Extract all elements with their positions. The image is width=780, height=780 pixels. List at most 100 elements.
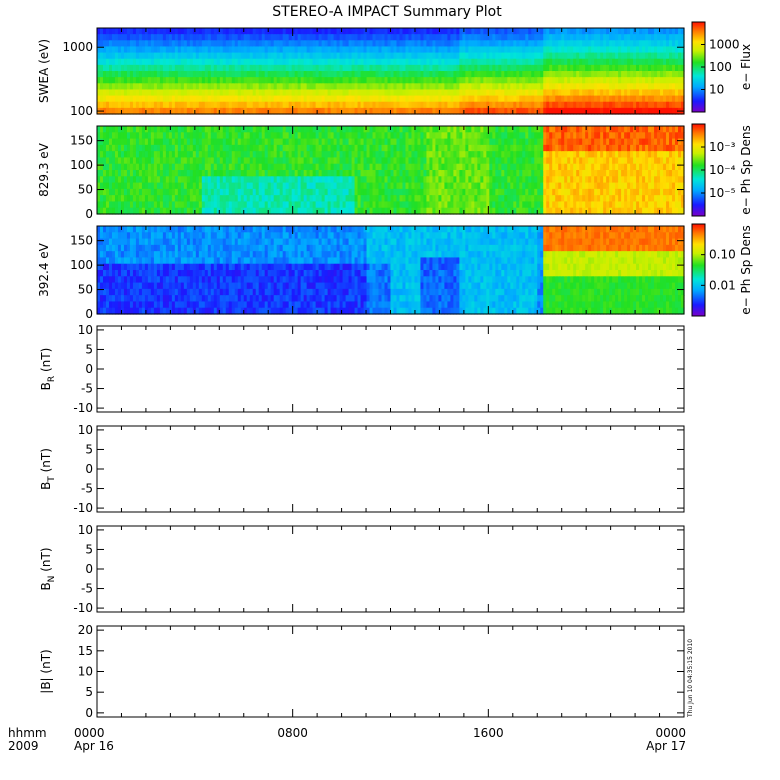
spectrogram-cell [132, 132, 137, 140]
spectrogram-cell [339, 77, 344, 84]
spectrogram-cell [111, 58, 116, 66]
spectrogram-cell [108, 40, 113, 48]
spectrogram-cell [495, 46, 499, 54]
spectrogram-cell [507, 207, 511, 215]
spectrogram-cell [150, 176, 155, 184]
spectrogram-cell [489, 34, 493, 41]
spectrogram-cell [105, 95, 110, 103]
spectrogram-cell [213, 107, 218, 115]
spectrogram-cell [105, 107, 110, 115]
spectrogram-cell [513, 151, 517, 159]
spectrogram-cell [558, 188, 562, 196]
spectrogram-cell [135, 195, 140, 203]
spectrogram-cell [216, 132, 221, 140]
spectrogram-cell [567, 95, 571, 103]
spectrogram-cell [495, 34, 499, 41]
spectrogram-cell [492, 188, 496, 196]
spectrogram-cell [540, 52, 544, 60]
spectrogram-cell [426, 132, 431, 140]
spectrogram-cell [102, 144, 107, 152]
spectrogram-cell [345, 157, 350, 165]
spectrogram-cell [681, 28, 685, 35]
spectrogram-cell [333, 188, 338, 196]
spectrogram-cell [441, 138, 445, 146]
spectrogram-cell [171, 201, 176, 209]
spectrogram-cell [276, 151, 281, 159]
spectrogram-cell [429, 71, 434, 78]
spectrogram-cell [159, 138, 164, 146]
spectrogram-cell [636, 95, 640, 103]
spectrogram-cell [474, 77, 478, 84]
spectrogram-cell [120, 144, 125, 152]
spectrogram-cell [183, 77, 188, 84]
spectrogram-cell [165, 58, 170, 66]
spectrogram-cell [414, 58, 419, 66]
spectrogram-cell [228, 151, 233, 159]
spectrogram-cell [135, 89, 140, 97]
spectrogram-cell [591, 89, 595, 97]
spectrogram-cell [537, 77, 541, 84]
spectrogram-cell [312, 89, 317, 97]
spectrogram-cell [318, 176, 323, 184]
spectrogram-cell [354, 95, 359, 103]
spectrogram-cell [246, 83, 251, 91]
spectrogram-cell [123, 182, 128, 190]
spectrogram-cell [384, 95, 389, 103]
spectrogram-cell [324, 71, 329, 78]
spectrogram-cell [297, 46, 302, 54]
spectrogram-cell [513, 157, 517, 165]
spectrogram-cell [183, 132, 188, 140]
spectrogram-cell [672, 64, 676, 72]
spectrogram-cell [276, 182, 281, 190]
spectrogram-cell [396, 195, 401, 203]
spectrogram-cell [273, 157, 278, 165]
spectrogram-cell [252, 182, 257, 190]
spectrogram-cell [216, 107, 221, 115]
spectrogram-cell [255, 64, 260, 72]
spectrogram-cell [111, 107, 116, 115]
spectrogram-cell [474, 28, 478, 35]
spectrogram-cell [627, 107, 631, 115]
spectrogram-cell [363, 64, 368, 72]
spectrogram-cell [129, 170, 134, 177]
spectrogram-cell [510, 138, 514, 146]
spectrogram-cell [573, 95, 577, 103]
spectrogram-cell [213, 77, 218, 84]
spectrogram-cell [291, 207, 296, 215]
spectrogram-cell [294, 83, 299, 91]
spectrogram-cell [144, 52, 149, 60]
spectrogram-cell [444, 170, 448, 177]
spectrogram-cell [504, 195, 508, 203]
spectrogram-cell [228, 138, 233, 146]
spectrogram-cell [480, 170, 484, 177]
spectrogram-cell [678, 71, 682, 78]
spectrogram-cell [411, 89, 416, 97]
spectrogram-cell [189, 151, 194, 159]
spectrogram-cell [393, 58, 398, 66]
spectrogram-cell [162, 144, 167, 152]
spectrogram-cell [231, 46, 236, 54]
spectrogram-cell [465, 77, 469, 84]
spectrogram-cell [210, 163, 215, 171]
spectrogram-cell [654, 52, 658, 60]
spectrogram-cell [561, 201, 565, 209]
spectrogram-cell [351, 58, 356, 66]
spectrogram-cell [540, 107, 544, 115]
spectrogram-cell [522, 157, 526, 165]
spectrogram-cell [171, 101, 176, 109]
spectrogram-cell [384, 188, 389, 196]
spectrogram-cell [222, 144, 227, 152]
spectrogram-cell [342, 52, 347, 60]
spectrogram-cell [465, 89, 469, 97]
spectrogram-cell [525, 77, 529, 84]
spectrogram-cell [513, 176, 517, 184]
spectrogram-cell [201, 46, 206, 54]
spectrogram-cell [555, 28, 559, 35]
spectrogram-cell [372, 95, 377, 103]
spectrogram-cell [153, 28, 158, 35]
spectrogram-cell [345, 176, 350, 184]
spectrogram-cell [201, 77, 206, 84]
spectrogram-cell [120, 28, 125, 35]
spectrogram-cell [312, 101, 317, 109]
spectrogram-cell [543, 28, 547, 35]
